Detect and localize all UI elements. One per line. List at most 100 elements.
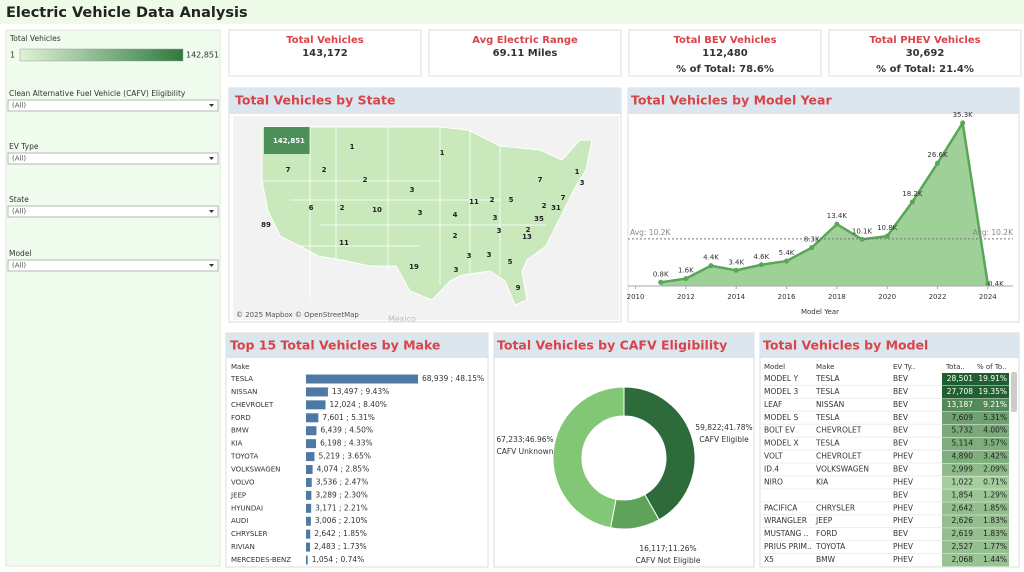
make-panel (225, 332, 489, 568)
state-label: 5 (508, 258, 513, 266)
bar (306, 374, 418, 384)
dropdown-arrow (209, 210, 214, 213)
line-title-bar (628, 88, 1019, 114)
column-header: EV Ty.. (893, 363, 915, 371)
column-header: Tota.. (945, 363, 965, 371)
table-cell: BEV (893, 400, 909, 409)
category-label: VOLVO (231, 478, 255, 486)
bar (306, 477, 312, 487)
slider-max: 142,851 (186, 51, 219, 60)
table-cell: BEV (893, 387, 909, 396)
state-label: 3 (487, 251, 492, 259)
heat-cell (942, 489, 975, 502)
dropdown[interactable] (7, 259, 219, 272)
slider-label: Total Vehicles (9, 34, 61, 43)
data-label: 3,289 ; 2.30% (315, 490, 368, 499)
state-label: 89 (261, 221, 271, 229)
dropdown-value: (All) (12, 262, 26, 270)
scrollbar[interactable] (1011, 372, 1017, 412)
data-label: 13.4K (827, 212, 848, 220)
data-label: 13,497 ; 9.43% (332, 387, 389, 396)
dropdown[interactable] (7, 152, 219, 165)
table-cell: CHRYSLER (816, 503, 855, 512)
state-label: 4 (453, 211, 458, 219)
table-cell: VOLT (764, 452, 783, 461)
table-title: Total Vehicles by Model (763, 338, 928, 353)
data-label: 3,171 ; 2.21% (315, 503, 368, 512)
state-label: 5 (509, 196, 514, 204)
donut-slice (623, 386, 696, 521)
kpi-card (828, 29, 1022, 77)
kpi-title: Total BEV Vehicles (673, 35, 776, 46)
state-label: 1 (575, 168, 580, 176)
table-cell: 7,609 (952, 413, 974, 422)
table-cell: 5,732 (952, 426, 974, 435)
slider-track[interactable] (19, 48, 184, 62)
heat-cell (942, 502, 975, 515)
state-label: 7 (538, 176, 543, 184)
heat-cell (975, 476, 1009, 489)
table-cell: ID.4 (764, 465, 779, 474)
table-cell: PRIUS PRIM.. (764, 542, 812, 551)
state-label: 31 (551, 204, 561, 212)
heat-cell (942, 450, 975, 463)
heat-cell (975, 489, 1009, 502)
heat-cell (942, 385, 975, 399)
heat-cell (942, 424, 975, 438)
bar (306, 542, 311, 552)
table-cell: FORD (816, 529, 837, 538)
data-label: 59,822;41.78% (695, 423, 752, 432)
heat-cell (942, 554, 975, 567)
table-cell: TOYOTA (815, 542, 846, 551)
table-cell: 3.57% (983, 439, 1007, 448)
heat-cell (975, 411, 1009, 425)
table-cell: NIRO (764, 477, 783, 486)
state-label: 11 (339, 239, 349, 247)
bar (306, 426, 317, 436)
category-label: MERCEDES-BENZ (231, 556, 291, 564)
table-cell: PHEV (893, 477, 914, 486)
donut-slice (552, 386, 625, 529)
area (660, 123, 988, 286)
column-header: Make (816, 363, 834, 371)
state-label: 10 (372, 206, 382, 214)
category-label: FORD (231, 414, 251, 422)
table-cell: 2,527 (952, 542, 974, 551)
map-region-label: Mexico (388, 315, 416, 324)
state-label: 11 (469, 198, 479, 206)
table-cell: BEV (893, 439, 909, 448)
point (884, 233, 890, 239)
state-label: 9 (516, 284, 521, 292)
point (733, 267, 739, 273)
table-cell: PHEV (893, 542, 914, 551)
map-title-bar (229, 88, 621, 114)
data-label: 1,054 ; 0.74% (312, 555, 365, 564)
bar (306, 529, 311, 539)
dropdown[interactable] (7, 205, 219, 218)
heat-cell (942, 437, 975, 451)
kpi-value: 30,692 (906, 48, 945, 59)
table-cell: 13,187 (947, 400, 973, 409)
kpi-sub: % of Total: 21.4% (876, 64, 974, 75)
data-label: 4,074 ; 2.85% (317, 465, 370, 474)
table-cell: TESLA (815, 439, 840, 448)
dropdown[interactable] (7, 99, 219, 112)
table-cell: X5 (764, 555, 774, 564)
kpi-title: Avg Electric Range (472, 35, 578, 46)
table-cell: 3.42% (983, 452, 1007, 461)
kpi-sub: % of Total: 78.6% (676, 64, 774, 75)
heat-cell (975, 554, 1009, 567)
table-cell: 19.35% (978, 387, 1007, 396)
data-label: 6,439 ; 4.50% (320, 426, 373, 435)
table-cell: 19.91% (978, 374, 1007, 383)
table-cell: MODEL Y (764, 374, 798, 383)
state-label: 35 (534, 215, 544, 223)
column-header: Model (764, 363, 785, 371)
state-label: 2 (340, 204, 345, 212)
point (758, 262, 764, 268)
state-label: 2 (453, 232, 458, 240)
state-label: 19 (409, 263, 419, 271)
data-label: 4.6K (753, 253, 769, 261)
table-cell: 27,708 (947, 387, 973, 396)
table-cell: BEV (893, 465, 909, 474)
